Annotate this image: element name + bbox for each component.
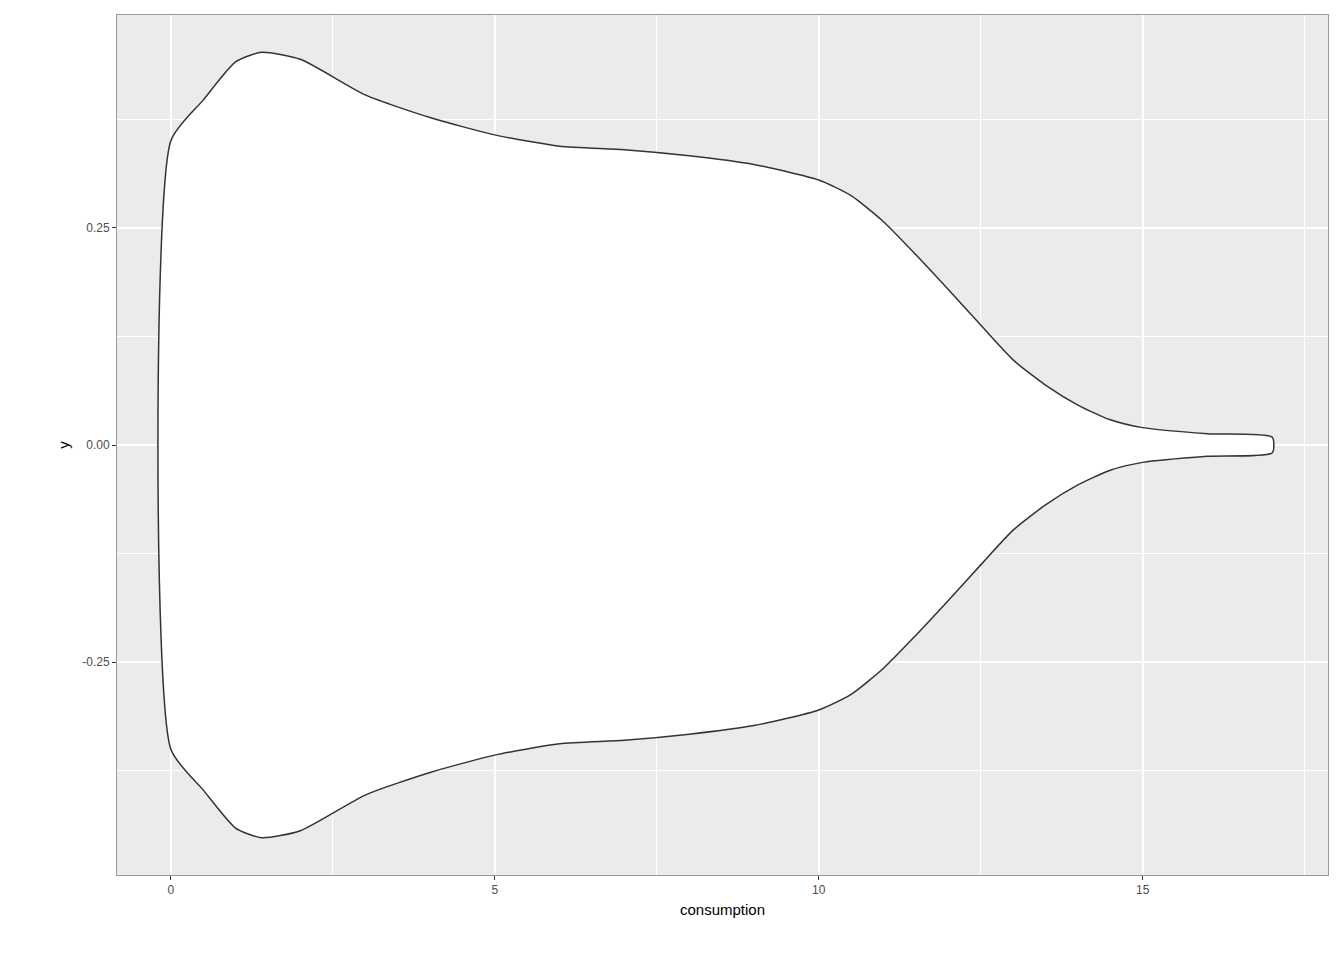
svg-text:5: 5 (491, 883, 498, 897)
svg-text:0.00: 0.00 (86, 438, 110, 452)
svg-text:0: 0 (167, 883, 174, 897)
svg-text:15: 15 (1136, 883, 1150, 897)
svg-text:-0.25: -0.25 (82, 655, 110, 669)
svg-text:consumption: consumption (680, 901, 765, 918)
svg-text:10: 10 (812, 883, 826, 897)
svg-text:0.25: 0.25 (86, 221, 110, 235)
svg-text:y: y (55, 441, 72, 449)
